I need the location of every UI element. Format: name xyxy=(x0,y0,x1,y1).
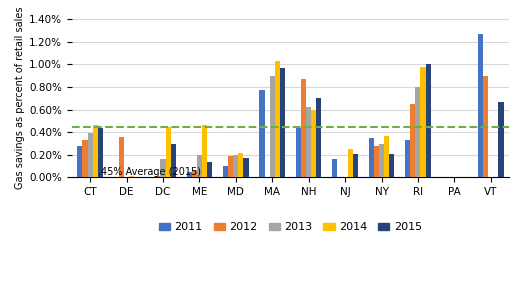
Bar xyxy=(420,66,425,177)
Bar xyxy=(280,68,285,177)
Bar xyxy=(410,104,416,177)
Bar xyxy=(82,140,88,177)
Bar xyxy=(166,127,171,177)
Bar xyxy=(332,159,337,177)
Bar xyxy=(353,154,358,177)
Bar xyxy=(296,128,301,177)
Bar xyxy=(223,166,228,177)
Bar xyxy=(98,128,103,177)
Bar xyxy=(379,144,384,177)
Bar xyxy=(119,137,124,177)
Bar xyxy=(207,162,212,177)
Bar xyxy=(316,98,321,177)
Bar xyxy=(197,155,202,177)
Bar xyxy=(311,110,316,177)
Bar xyxy=(160,159,166,177)
Bar xyxy=(238,153,244,177)
Text: .45% Average (2015): .45% Average (2015) xyxy=(98,167,201,177)
Bar xyxy=(187,172,192,177)
Bar xyxy=(369,138,374,177)
Bar xyxy=(93,125,98,177)
Bar xyxy=(425,64,431,177)
Bar xyxy=(155,176,160,177)
Bar xyxy=(405,140,410,177)
Bar xyxy=(384,136,389,177)
Bar xyxy=(129,176,134,177)
Legend: 2011, 2012, 2013, 2014, 2015: 2011, 2012, 2013, 2014, 2015 xyxy=(155,218,427,237)
Bar xyxy=(233,155,238,177)
Bar xyxy=(306,107,311,177)
Bar xyxy=(498,102,504,177)
Bar xyxy=(244,158,248,177)
Bar xyxy=(270,76,275,177)
Bar xyxy=(171,144,176,177)
Bar xyxy=(192,170,197,177)
Bar xyxy=(347,149,353,177)
Bar xyxy=(416,87,420,177)
Bar xyxy=(478,34,483,177)
Bar xyxy=(374,146,379,177)
Bar xyxy=(78,146,82,177)
Bar xyxy=(483,76,488,177)
Bar xyxy=(259,90,265,177)
Bar xyxy=(228,156,233,177)
Bar xyxy=(275,61,280,177)
Bar xyxy=(389,154,394,177)
Bar xyxy=(202,125,207,177)
Bar xyxy=(301,79,306,177)
Y-axis label: Gas savings as percent of retail sales: Gas savings as percent of retail sales xyxy=(15,7,25,190)
Bar xyxy=(88,133,93,177)
